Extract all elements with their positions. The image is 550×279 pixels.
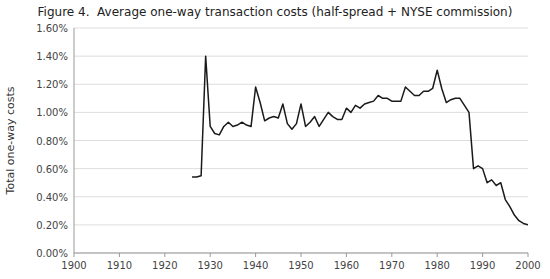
x-tick (346, 253, 347, 257)
plot-area (192, 56, 528, 225)
x-axis-line (74, 253, 528, 254)
title: Figure 4. Average one-way transaction co… (38, 5, 513, 19)
x-tick (210, 253, 211, 257)
x-tick (255, 253, 256, 257)
x-tick (391, 253, 392, 257)
y-axis-line (74, 28, 75, 253)
y-tick-label: 1.60% (36, 23, 68, 34)
x-tick-label: 1990 (470, 260, 495, 271)
grid-line (74, 84, 528, 85)
grid-line (74, 196, 528, 197)
y-tick-label: 1.20% (36, 79, 68, 90)
x-tick-label: 1900 (61, 260, 86, 271)
y-tick-label: 0.20% (36, 220, 68, 231)
x-tick-label: 1980 (424, 260, 449, 271)
y-tick-label: 0.40% (36, 192, 68, 203)
x-tick (301, 253, 302, 257)
y-tick-label: 0.60% (36, 164, 68, 175)
y-tick-label: 1.40% (36, 51, 68, 62)
grid-line (74, 56, 528, 57)
x-tick-label: 1930 (197, 260, 222, 271)
grid-line (74, 224, 528, 225)
x-tick-label: 1960 (334, 260, 359, 271)
x-tick-label: 1910 (107, 260, 132, 271)
x-tick (437, 253, 438, 257)
grid-line (74, 112, 528, 113)
y-axis: 0.00% 0.20% 0.40% 0.60% 0.80% 1.00% 1.20% 1.40%… (36, 23, 528, 259)
x-tick (119, 253, 120, 257)
y-tick-label: 0.00% (36, 248, 68, 259)
grid-line (74, 28, 528, 29)
x-axis: 1900 1910 1920 1930 1940 1950 1960 1970 1980 1990… (61, 253, 540, 271)
x-tick-label: 1950 (288, 260, 313, 271)
line (192, 56, 528, 225)
grid-line (74, 140, 528, 141)
x-tick (74, 253, 75, 257)
x-tick-label: 1920 (152, 260, 177, 271)
x-tick (528, 253, 529, 257)
x-tick-label: 2000 (515, 260, 540, 271)
x-tick-label: 1970 (379, 260, 404, 271)
y-tick-label: 0.80% (36, 136, 68, 147)
x-tick (482, 253, 483, 257)
grid-line (74, 168, 528, 169)
y-axis-label: Total one-way costs (4, 86, 17, 195)
grid-line (74, 253, 528, 254)
chart: Figure 4. Average one-way transaction co… (0, 0, 550, 279)
x-tick-label: 1940 (243, 260, 268, 271)
x-tick (164, 253, 165, 257)
y-tick-label: 1.00% (36, 107, 68, 118)
